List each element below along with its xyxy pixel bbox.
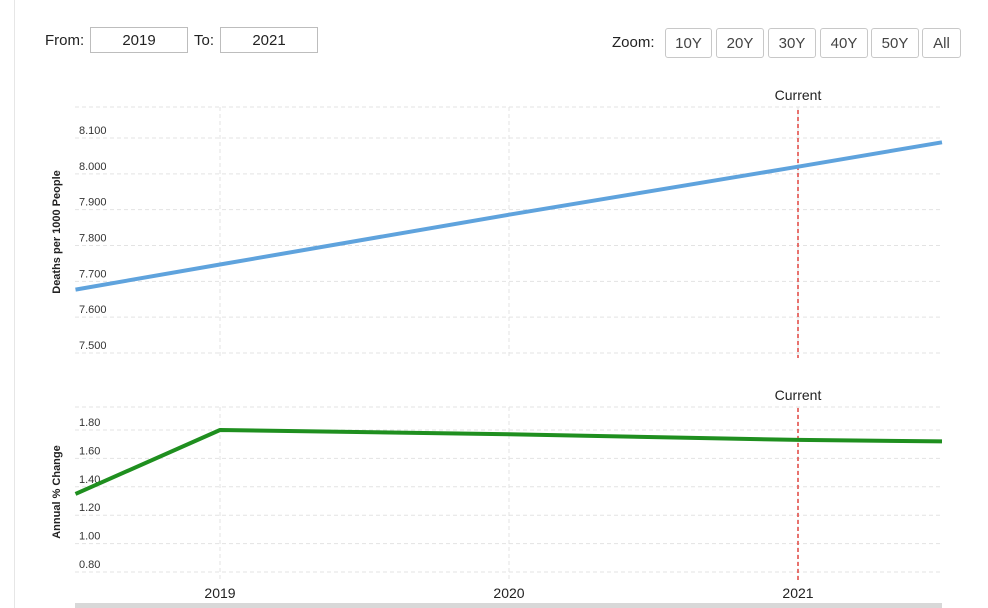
- zoom-40y-button[interactable]: 40Y: [820, 28, 868, 58]
- change-y-tick-label: 1.80: [79, 417, 100, 429]
- deaths-y-tick-label: 7.900: [79, 197, 107, 209]
- deaths-y-tick-label: 7.800: [79, 233, 107, 245]
- deaths-y-tick-label: 7.700: [79, 268, 107, 280]
- deaths-y-tick-label: 7.600: [79, 304, 107, 316]
- change-y-tick-label: 1.20: [79, 502, 100, 514]
- zoom-30y-button[interactable]: 30Y: [768, 28, 816, 58]
- change-y-tick-label: 0.80: [79, 559, 100, 571]
- change-y-tick-label: 1.40: [79, 474, 100, 486]
- from-label: From:: [45, 32, 85, 49]
- x-tick-label: 2021: [782, 585, 813, 601]
- to-label: To:: [194, 32, 215, 49]
- change-y-tick-label: 1.60: [79, 445, 100, 457]
- zoom-20y-button[interactable]: 20Y: [716, 28, 764, 58]
- x-tick-label: 2019: [204, 585, 235, 601]
- deaths-current-label: Current: [775, 87, 822, 103]
- change-series-line: [74, 428, 943, 496]
- change-current-label: Current: [775, 387, 822, 403]
- deaths-y-tick-label: 8.100: [79, 125, 107, 137]
- zoom-all-button[interactable]: All: [922, 28, 961, 58]
- deaths-y-tick-label: 8.000: [79, 161, 107, 173]
- to-year-input[interactable]: [220, 27, 318, 53]
- zoom-label: Zoom:: [612, 34, 655, 51]
- x-tick-label: 2020: [493, 585, 524, 601]
- deaths-y-tick-label: 7.500: [79, 340, 107, 352]
- zoom-50y-button[interactable]: 50Y: [871, 28, 919, 58]
- change-y-tick-label: 1.00: [79, 531, 100, 543]
- deaths-series-line: [75, 140, 943, 292]
- from-year-input[interactable]: [90, 27, 188, 53]
- left-divider: [14, 0, 15, 608]
- change-y-axis-label: Annual % Change: [51, 445, 63, 539]
- x-axis-band: [75, 603, 942, 608]
- zoom-10y-button[interactable]: 10Y: [665, 28, 712, 58]
- deaths-y-axis-label: Deaths per 1000 People: [51, 170, 63, 294]
